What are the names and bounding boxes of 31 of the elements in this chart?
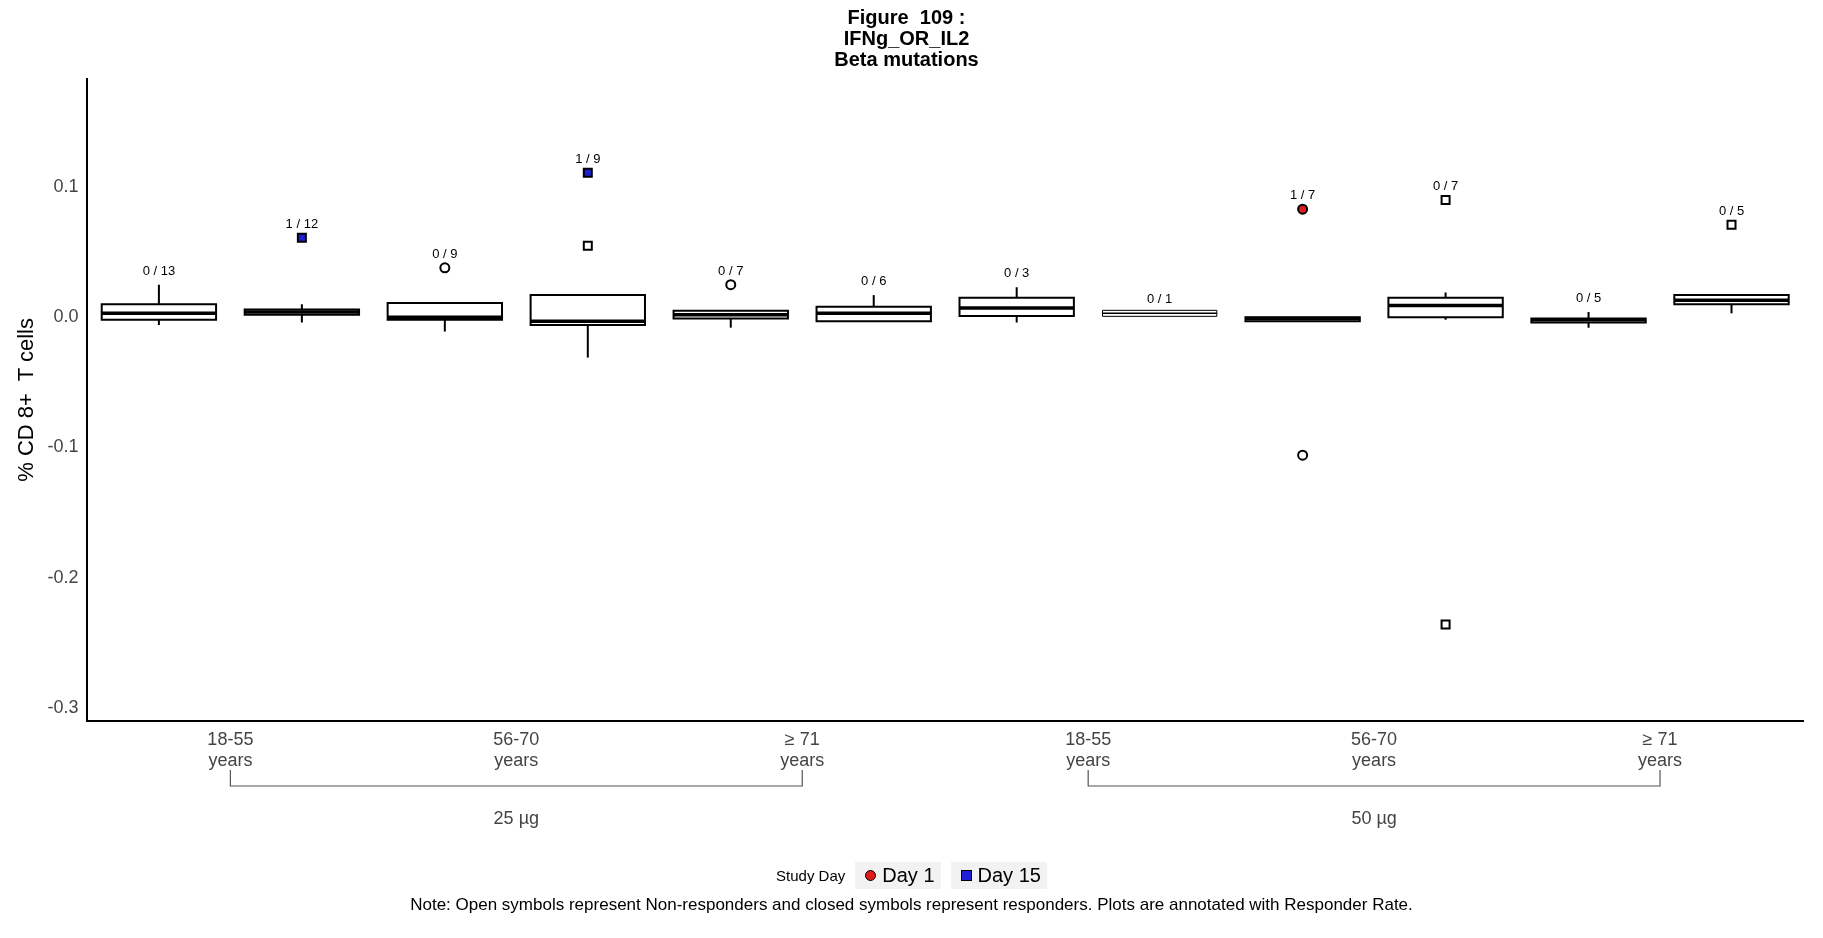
- text: 0 / 7: [718, 262, 744, 278]
- chart-title: Figure 109 : IFNg_OR_IL2 Beta mutations: [834, 6, 979, 71]
- y-tick-label: -0.3: [47, 696, 79, 717]
- text: 0 / 1: [1147, 291, 1173, 307]
- y-tick-label: 0.0: [53, 306, 79, 327]
- x-tick-label: 18-55 years: [207, 728, 254, 771]
- text: 0 / 5: [1718, 202, 1745, 218]
- text: 50 µg: [1351, 807, 1397, 828]
- text: 0 / 6: [861, 273, 887, 289]
- text: 0 / 13: [142, 262, 176, 278]
- text: 0 / 9: [432, 245, 458, 261]
- x-tick-label: 18-55 years: [1065, 728, 1112, 771]
- x-tick-label: ≥ 71 years: [780, 728, 825, 771]
- x-tick-label: 56-70 years: [1351, 728, 1398, 771]
- y-tick-label: 0.1: [53, 176, 79, 197]
- y-axis-title: % CD 8+ T cells: [13, 318, 39, 482]
- text: 1 / 7: [1289, 187, 1316, 203]
- text: 0 / 7: [1432, 178, 1459, 194]
- legend-label: Day 1: [882, 864, 935, 887]
- x-tick-label: ≥ 71 years: [1638, 728, 1683, 771]
- y-tick-label: -0.2: [47, 566, 79, 587]
- legend-title: Study Day: [776, 867, 846, 884]
- text: 0 / 3: [1004, 265, 1030, 281]
- y-tick-label: -0.1: [47, 436, 79, 457]
- text: 0 / 5: [1575, 290, 1602, 306]
- x-tick-label: 56-70 years: [493, 728, 540, 771]
- text: 1 / 9: [575, 150, 601, 166]
- text: 1 / 12: [285, 215, 319, 231]
- legend-label: Day 15: [977, 864, 1041, 887]
- text: 25 µg: [493, 807, 540, 828]
- text: Note: Open symbols represent Non-responders and closed symbols represent responders. Plots are annotated with Responder Rate.: [409, 895, 1414, 915]
